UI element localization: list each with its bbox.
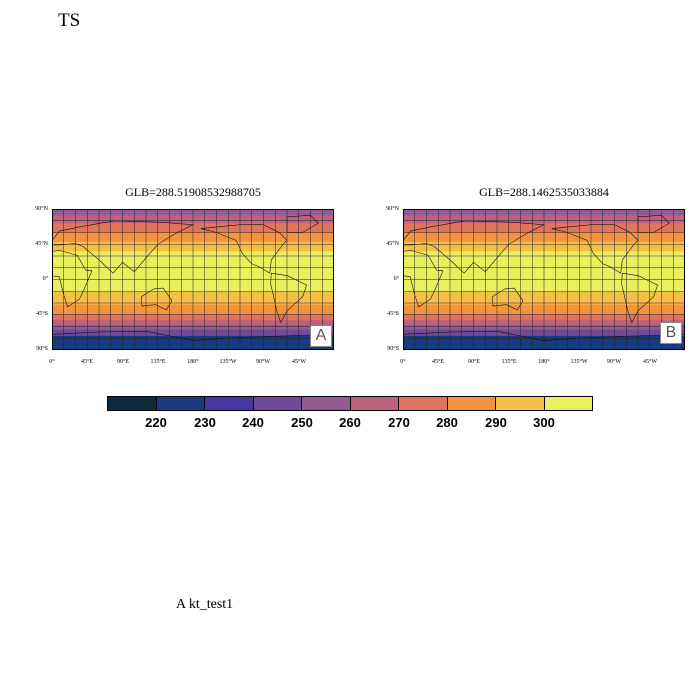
colorbar-box <box>399 397 448 410</box>
lat-label-b: 90°S <box>387 346 399 352</box>
colorbar-tick: 290 <box>485 415 507 430</box>
lat-label-a: 45°N <box>35 241 48 247</box>
map-a-svg <box>52 209 334 350</box>
lon-label-b: 180° <box>538 359 550 365</box>
map-frame <box>403 209 685 350</box>
colorbar-tick: 230 <box>194 415 216 430</box>
map-b-svg <box>403 209 685 350</box>
lon-label-b: 135°E <box>501 359 517 365</box>
footer-label: A kt_test1 <box>176 597 234 612</box>
lon-label-b: 45°W <box>642 359 658 365</box>
coastline <box>551 224 639 274</box>
lat-label-a: 90°S <box>36 346 48 352</box>
colorbar-box <box>350 397 399 410</box>
coastline <box>52 220 195 274</box>
coastline <box>200 224 288 274</box>
colorbar-box <box>156 397 205 410</box>
lat-label-a: 0° <box>42 276 48 282</box>
lon-label-b: 90°E <box>467 359 481 365</box>
colorbar-tick: 240 <box>242 415 264 430</box>
lat-label-b: 45°S <box>387 311 399 317</box>
lon-label-a: 45°W <box>291 359 307 365</box>
lon-label-a: 90°E <box>116 359 130 365</box>
colorbar-tick: 260 <box>339 415 361 430</box>
panel-a-title: GLB=288.51908532988705 <box>125 185 261 199</box>
lon-label-a: 90°W <box>255 359 271 365</box>
coastline <box>491 287 524 311</box>
lat-label-b: 45°N <box>386 241 399 247</box>
lon-label-a: 45°E <box>80 359 94 365</box>
lon-label-b: 0° <box>400 359 406 365</box>
map-panel-b <box>403 209 685 350</box>
lon-label-b: 90°W <box>606 359 622 365</box>
colorbar-box <box>205 397 254 410</box>
colorbar-box <box>302 397 351 410</box>
plot-title: TS <box>58 10 81 31</box>
panel-a-letter: A <box>310 325 332 347</box>
lat-label-b: 90°N <box>386 206 399 212</box>
coastline <box>140 287 173 311</box>
lat-label-b: 0° <box>393 276 399 282</box>
map-panel-a <box>52 209 334 350</box>
colorbar-box <box>496 397 545 410</box>
panel-b-title: GLB=288.1462535033884 <box>479 185 609 199</box>
map-frame <box>52 209 334 350</box>
colorbar-tick: 300 <box>533 415 555 430</box>
lon-label-b: 45°E <box>431 359 445 365</box>
colorbar-tick: 220 <box>145 415 167 430</box>
lon-label-a: 135°E <box>150 359 166 365</box>
colorbar-tick: 250 <box>291 415 313 430</box>
lat-label-a: 45°S <box>36 311 48 317</box>
coastline <box>403 220 546 274</box>
colorbar-box <box>544 397 592 410</box>
panel-b-letter: B <box>660 322 682 344</box>
lat-label-a: 90°N <box>35 206 48 212</box>
colorbar-tick: 280 <box>436 415 458 430</box>
lon-label-a: 180° <box>187 359 199 365</box>
colorbar-tick: 270 <box>388 415 410 430</box>
colorbar-box <box>253 397 302 410</box>
lon-label-a: 0° <box>49 359 55 365</box>
colorbar <box>107 396 593 411</box>
lon-label-a: 135°W <box>219 359 237 365</box>
colorbar-box <box>447 397 496 410</box>
lon-label-b: 135°W <box>570 359 588 365</box>
colorbar-box <box>108 397 157 410</box>
